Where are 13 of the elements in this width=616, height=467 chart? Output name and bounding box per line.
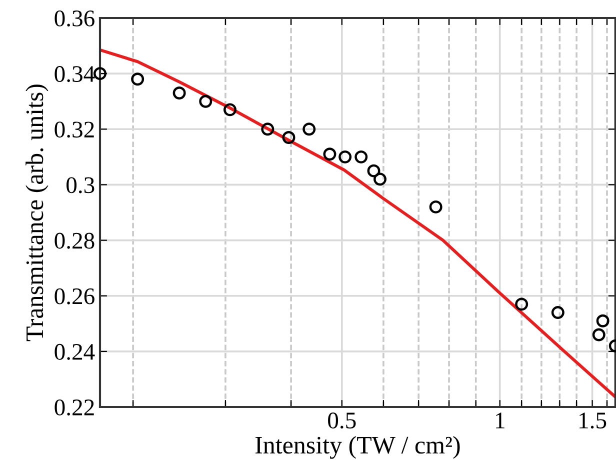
y-tick-label: 0.36: [54, 10, 94, 27]
y-tick-label: 0.3: [66, 177, 94, 194]
y-tick-label: 0.24: [54, 344, 95, 360]
x-tick-label: 1.5: [580, 412, 606, 429]
y-tick-label: 0.32: [54, 122, 94, 138]
y-tick-label: 0.28: [54, 232, 94, 249]
y-tick-label: 0.22: [54, 399, 94, 416]
x-tick-label: 0.5: [328, 412, 356, 429]
x-axis-title: Intensity (TW / cm²): [255, 436, 460, 459]
x-tick-label: 1: [496, 412, 504, 428]
y-axis-title: Transmittance (arb. units): [26, 84, 48, 342]
y-tick-label: 0.26: [54, 288, 94, 304]
y-tick-label: 0.34: [54, 66, 95, 82]
